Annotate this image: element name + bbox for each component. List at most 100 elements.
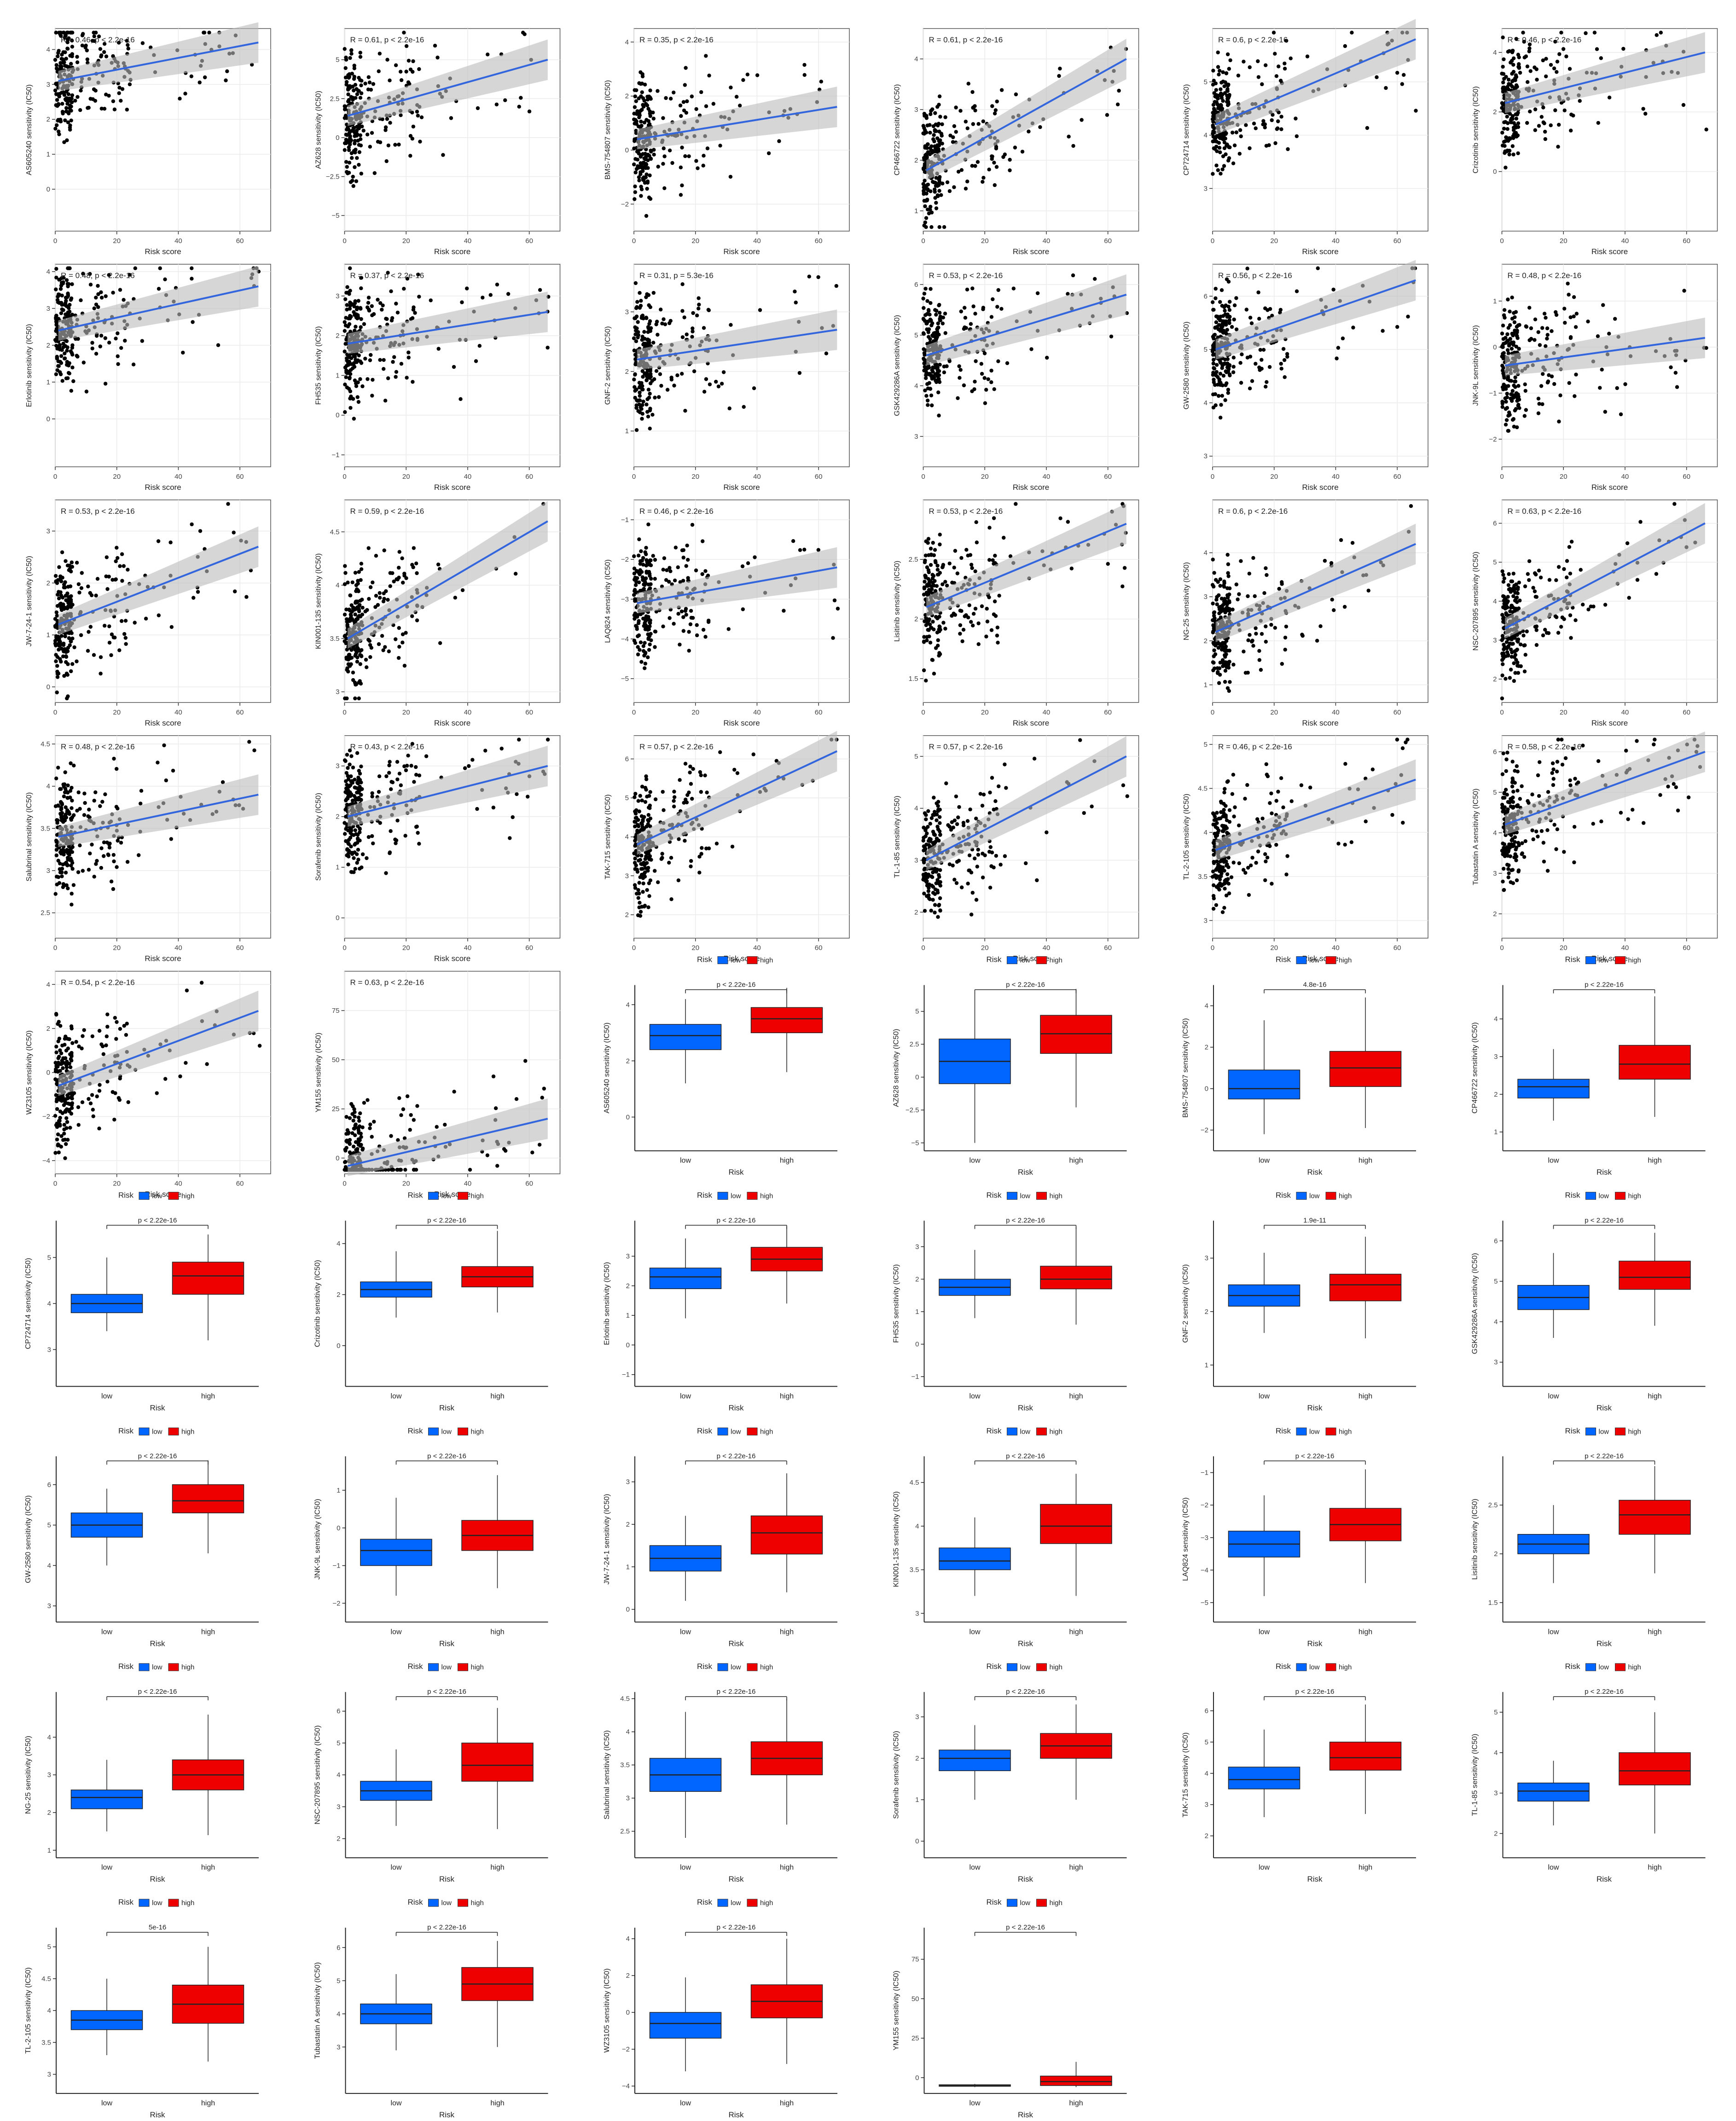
x-tick-label: 60 — [1104, 473, 1112, 481]
data-point — [397, 565, 401, 570]
data-point — [1502, 57, 1506, 61]
data-point — [1245, 267, 1249, 271]
data-point — [1218, 69, 1222, 73]
data-point — [662, 146, 666, 151]
data-point — [635, 300, 639, 304]
data-point — [641, 387, 645, 392]
data-point — [1058, 516, 1063, 520]
data-point — [378, 358, 382, 362]
data-point — [632, 146, 636, 151]
data-point — [777, 139, 781, 143]
data-point — [1029, 347, 1033, 351]
data-point — [658, 372, 662, 376]
data-point — [92, 34, 96, 39]
y-tick-label: −1 — [1489, 389, 1497, 397]
data-point — [1506, 326, 1510, 330]
data-point — [1571, 113, 1575, 118]
data-point — [656, 332, 660, 337]
data-point — [57, 278, 61, 282]
data-point — [377, 591, 382, 595]
data-point — [1219, 172, 1223, 176]
data-point — [1578, 99, 1582, 103]
data-point — [103, 382, 108, 386]
x-axis-label: Risk score — [145, 719, 181, 727]
data-point — [926, 330, 930, 334]
data-point — [59, 91, 64, 95]
data-point — [1269, 622, 1273, 627]
data-point — [404, 576, 408, 580]
data-point — [107, 341, 111, 345]
data-point — [695, 633, 699, 638]
data-point — [366, 377, 370, 381]
data-point — [639, 660, 644, 664]
data-point — [1212, 112, 1216, 116]
data-point — [644, 295, 648, 299]
data-point — [107, 273, 111, 277]
data-point — [352, 64, 356, 68]
data-point — [1277, 64, 1281, 69]
data-point — [1211, 134, 1215, 139]
data-point — [1524, 408, 1528, 412]
data-point — [55, 604, 60, 608]
data-point — [380, 117, 384, 122]
data-point — [1514, 116, 1518, 121]
data-point — [647, 648, 651, 652]
data-point — [635, 157, 640, 162]
data-point — [1508, 112, 1512, 116]
data-point — [1502, 127, 1506, 131]
data-point — [120, 87, 125, 91]
data-point — [397, 142, 401, 147]
data-point — [1231, 365, 1236, 369]
x-axis-label: Risk score — [1302, 247, 1338, 256]
data-point — [55, 664, 59, 668]
data-point — [1226, 571, 1230, 575]
data-point — [937, 413, 941, 418]
x-tick-label: 0 — [1500, 709, 1504, 716]
data-point — [1509, 60, 1513, 65]
data-point — [634, 314, 639, 319]
x-axis-label: Risk score — [1013, 247, 1049, 256]
data-point — [192, 596, 196, 600]
data-point — [649, 638, 653, 642]
data-point — [937, 103, 941, 107]
data-point — [67, 372, 71, 376]
data-point — [1231, 607, 1235, 612]
data-point — [640, 338, 644, 342]
data-point — [981, 307, 985, 311]
data-point — [935, 182, 939, 186]
data-point — [415, 571, 419, 575]
data-point — [1231, 161, 1236, 165]
data-point — [1212, 91, 1216, 95]
data-point — [1214, 163, 1219, 168]
data-point — [1552, 66, 1556, 70]
confidence-band — [926, 39, 1126, 180]
data-point — [99, 296, 104, 300]
data-point — [359, 562, 364, 566]
data-point — [347, 361, 351, 365]
data-point — [634, 339, 639, 343]
data-point — [936, 321, 940, 325]
data-point — [56, 339, 61, 343]
data-point — [1507, 77, 1511, 82]
data-point — [67, 282, 71, 286]
data-point — [941, 321, 945, 325]
data-point — [690, 335, 694, 339]
data-point — [92, 30, 96, 35]
data-point — [923, 179, 927, 183]
data-point — [694, 568, 698, 573]
y-tick-label: 4.5 — [330, 528, 340, 536]
data-point — [1509, 118, 1513, 122]
x-tick-label: 20 — [981, 473, 989, 481]
data-point — [357, 126, 361, 131]
data-point — [1257, 317, 1261, 321]
data-point — [60, 102, 64, 106]
data-point — [353, 354, 357, 359]
data-point — [1212, 107, 1216, 111]
plot-area — [55, 500, 271, 703]
data-point — [169, 625, 174, 629]
data-point — [407, 82, 412, 86]
x-tick-label: 20 — [402, 237, 410, 245]
data-point — [350, 71, 354, 76]
data-point — [363, 81, 367, 86]
data-point — [927, 570, 931, 575]
